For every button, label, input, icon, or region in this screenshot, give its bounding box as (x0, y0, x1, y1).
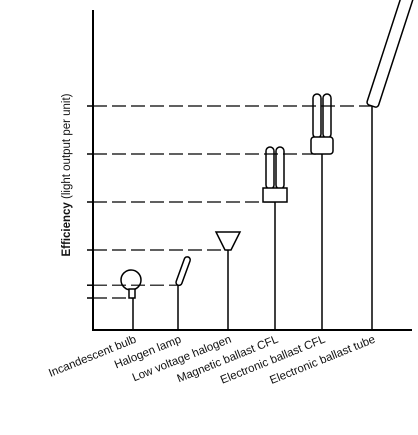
y-axis-label-bold: Efficiency (61, 202, 73, 257)
y-axis-label: Efficiency (light output per unit) (61, 93, 73, 256)
lamp-icon (311, 94, 333, 154)
cfl-base (263, 188, 287, 202)
tube (366, 0, 418, 108)
cfl-tube (276, 147, 284, 189)
lamp-icon (121, 270, 141, 298)
lamp-icon (263, 147, 287, 202)
lamp-icon (216, 232, 240, 250)
cfl-tube (323, 94, 331, 138)
page: Efficiency (light output per unit) Incan… (0, 0, 418, 435)
y-axis-label-rest: (light output per unit) (61, 93, 73, 199)
capsule (175, 256, 191, 286)
bulb-glass (121, 270, 141, 290)
cfl-tube (313, 94, 321, 138)
lamp-icon (366, 0, 418, 108)
bulb-base (129, 289, 135, 298)
lamp-icon (175, 256, 191, 286)
chart: Efficiency (light output per unit) Incan… (0, 0, 418, 435)
cfl-tube (266, 147, 274, 189)
reflector (216, 232, 240, 250)
cfl-base (311, 137, 333, 154)
